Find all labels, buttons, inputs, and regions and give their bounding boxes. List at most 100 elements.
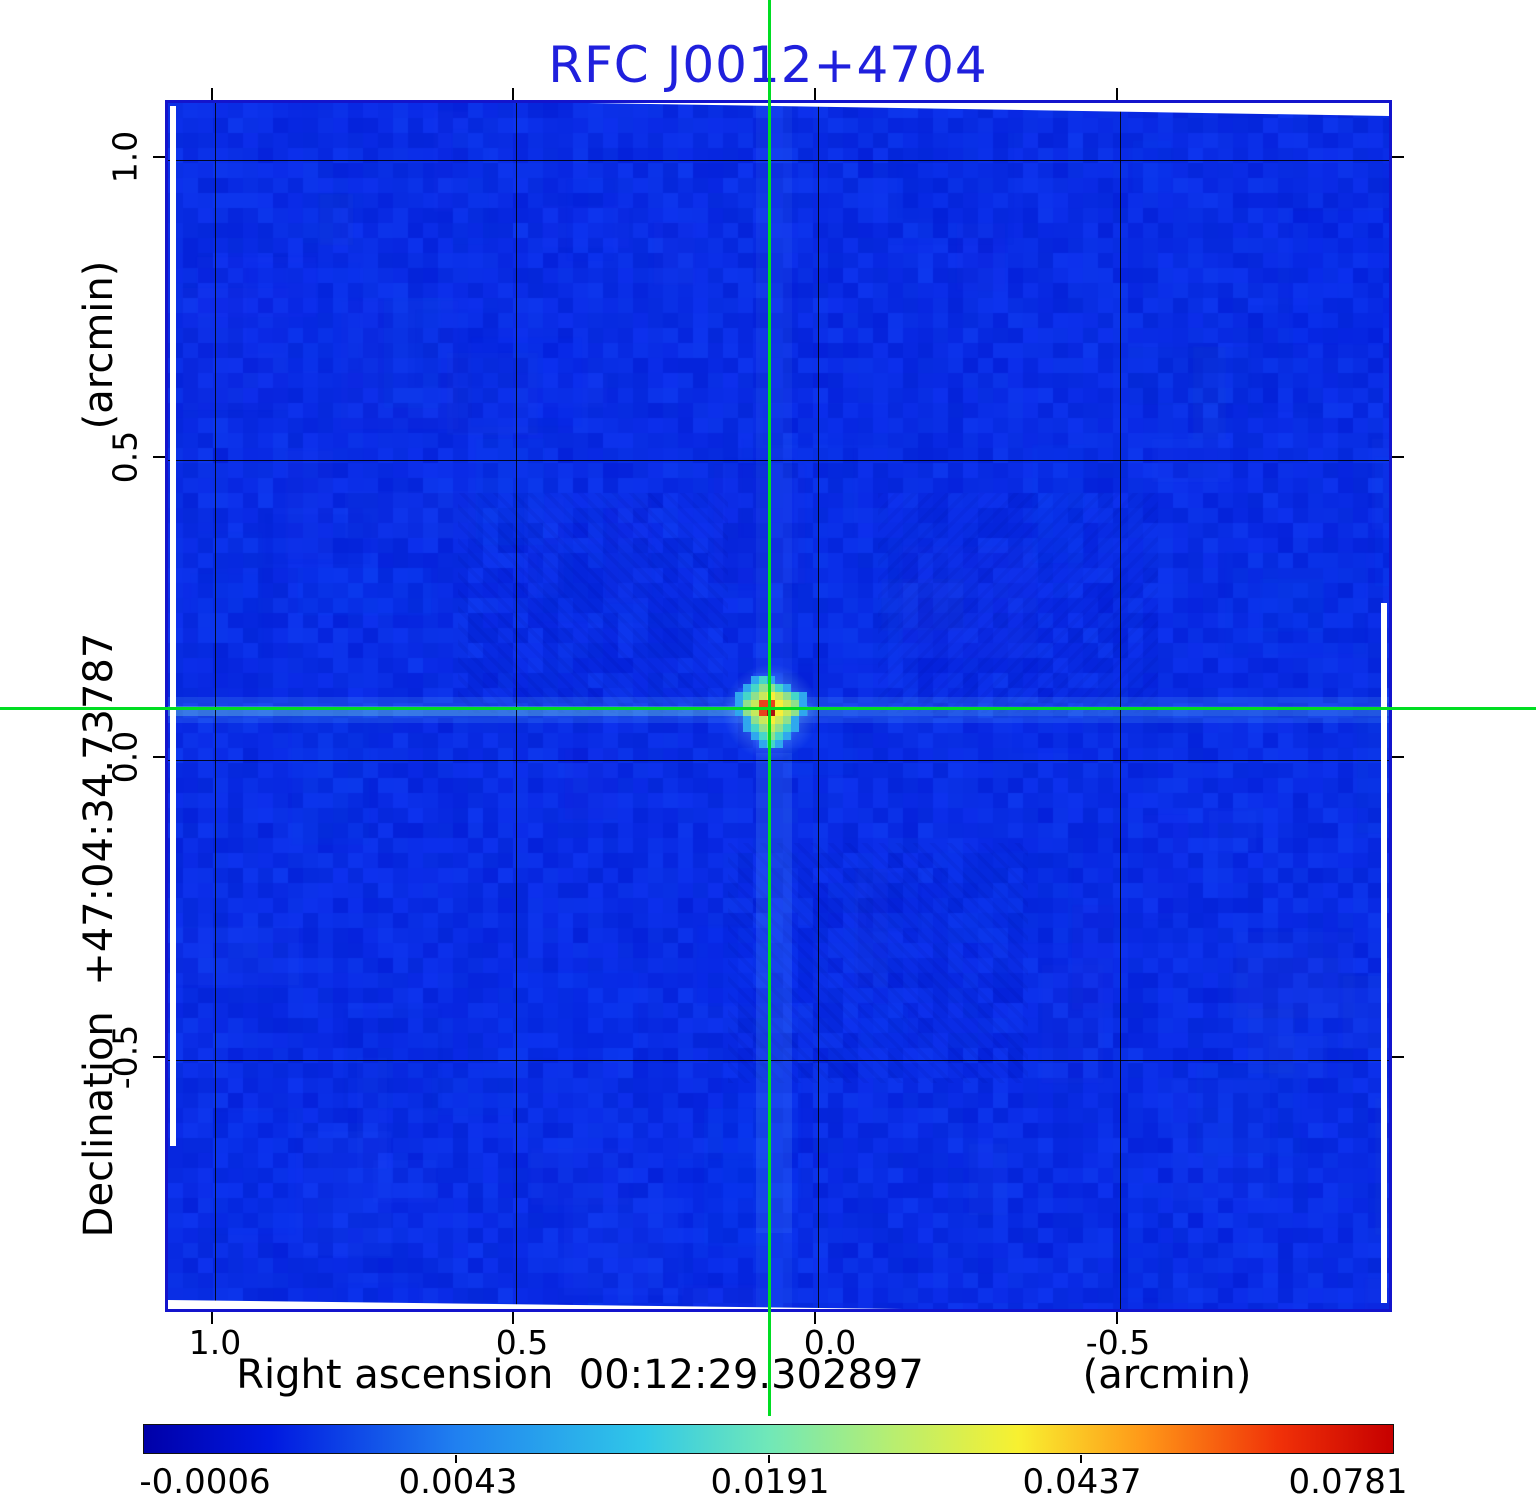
source-pixel — [759, 732, 767, 740]
sky-map — [168, 103, 1389, 1309]
tick-right-dec-1.0 — [1392, 156, 1404, 158]
source-pixel — [799, 700, 807, 708]
source-pixel — [735, 708, 743, 716]
source-pixel — [759, 708, 767, 716]
source-pixel — [759, 684, 767, 692]
source-pixel — [783, 700, 791, 708]
tick-left-dec-1.0 — [153, 156, 165, 158]
source-pixel — [767, 692, 775, 700]
page-title: RFC J0012+4704 — [548, 36, 988, 94]
sidelobe-ripple — [878, 493, 1158, 713]
source-pixel — [783, 716, 791, 724]
colorbar-tick — [1080, 1455, 1082, 1463]
source-pixel — [783, 732, 791, 740]
sidelobe-ripple — [728, 843, 1028, 1083]
source-pixel — [759, 740, 767, 748]
tick-top-ra-1.0 — [211, 88, 213, 100]
source-pixel — [775, 740, 783, 748]
source-pixel — [783, 692, 791, 700]
source-pixel — [775, 684, 783, 692]
gridline-ra-0.5 — [516, 103, 517, 1309]
source-pixel — [767, 708, 775, 716]
source-pixel — [775, 716, 783, 724]
source-pixel — [799, 708, 807, 716]
tick-top-ra--0.5 — [1116, 88, 1118, 100]
gridline-ra-1.0 — [215, 103, 216, 1309]
source-pixel — [743, 716, 751, 724]
y-tick-label-1.0: 1.0 — [105, 130, 145, 184]
source-pixel — [767, 684, 775, 692]
image-edge-gap-bottom — [168, 1300, 903, 1309]
source-pixel — [783, 724, 791, 732]
source-pixel — [735, 692, 743, 700]
source-pixel — [767, 716, 775, 724]
source-pixel — [767, 676, 775, 684]
source-pixel — [759, 724, 767, 732]
horizontal-artifact-band-core — [808, 706, 1389, 716]
y-axis-unit: (arcmin) — [76, 260, 122, 430]
source-pixel — [783, 684, 791, 692]
tick-bottom-ra-0.5 — [512, 1312, 514, 1324]
source-pixel — [751, 692, 759, 700]
source-pixel — [767, 700, 775, 708]
x-tick-label-0.5: 0.5 — [495, 1323, 549, 1362]
x-tick-label-0.0: 0.0 — [803, 1323, 857, 1362]
source-pixel — [767, 740, 775, 748]
gridline-dec--0.5 — [168, 1060, 1389, 1061]
colorbar-tick — [455, 1455, 457, 1463]
colorbar-label-3: 0.0437 — [1022, 1462, 1142, 1502]
tick-bottom-ra-1.0 — [211, 1312, 213, 1324]
source-pixel — [775, 724, 783, 732]
source-pixel — [775, 692, 783, 700]
tick-bottom-ra--0.5 — [1116, 1312, 1118, 1324]
colorbar-label-2: 0.0191 — [710, 1462, 830, 1502]
tick-bottom-ra-0.0 — [814, 1312, 816, 1324]
source-pixel — [791, 716, 799, 724]
y-axis-label: Declination +47:04:34.73787 — [76, 632, 122, 1238]
vertical-artifact-band — [756, 753, 792, 1233]
gridline-dec-1.0 — [168, 160, 1389, 161]
image-edge-gap-right — [1381, 603, 1387, 1303]
sky-map-frame — [165, 100, 1392, 1312]
colorbar-label-1: 0.0043 — [398, 1462, 518, 1502]
source-blob — [735, 676, 807, 748]
source-pixel — [751, 684, 759, 692]
source-pixel — [743, 692, 751, 700]
source-pixel — [791, 724, 799, 732]
gridline-ra--0.5 — [1120, 103, 1121, 1309]
gridline-dec-0.5 — [168, 460, 1389, 461]
source-pixel — [791, 692, 799, 700]
sidelobe-ripple — [458, 493, 728, 713]
source-pixel — [751, 676, 759, 684]
source-pixel — [759, 692, 767, 700]
source-pixel — [759, 716, 767, 724]
source-pixel — [791, 700, 799, 708]
source-pixel — [767, 724, 775, 732]
x-tick-label-1.0: 1.0 — [188, 1323, 242, 1362]
source-pixel — [743, 700, 751, 708]
colorbar-tick — [768, 1455, 770, 1463]
source-pixel — [735, 700, 743, 708]
source-pixel — [743, 724, 751, 732]
tick-left-dec-0.0 — [153, 756, 165, 758]
source-pixel — [751, 732, 759, 740]
image-edge-gap-left — [170, 106, 176, 1146]
source-pixel — [783, 708, 791, 716]
crosshair-horizontal-line — [0, 707, 1536, 710]
tick-left-dec-0.5 — [153, 456, 165, 458]
source-pixel — [751, 708, 759, 716]
source-pixel — [799, 692, 807, 700]
tick-top-ra-0.0 — [814, 88, 816, 100]
x-axis-unit: (arcmin) — [1082, 1352, 1252, 1398]
source-pixel — [759, 700, 767, 708]
tick-right-dec-0.0 — [1392, 756, 1404, 758]
source-pixel — [751, 716, 759, 724]
x-axis-label: Right ascension 00:12:29.302897 — [236, 1352, 924, 1398]
y-tick-label-0.5: 0.5 — [105, 430, 145, 484]
colorbar-gradient — [143, 1424, 1394, 1454]
source-pixel — [767, 732, 775, 740]
tick-top-ra-0.5 — [512, 88, 514, 100]
tick-right-dec-0.5 — [1392, 456, 1404, 458]
tick-left-dec--0.5 — [153, 1056, 165, 1058]
